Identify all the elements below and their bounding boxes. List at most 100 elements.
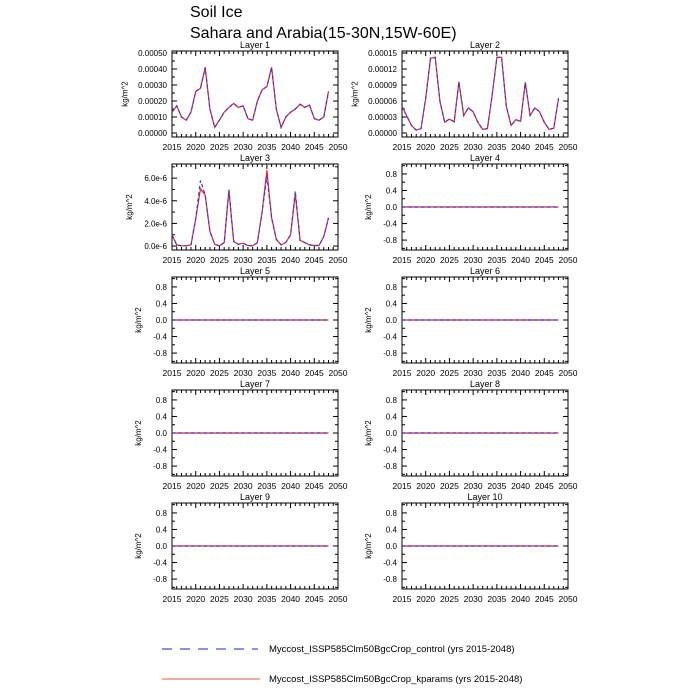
svg-text:2050: 2050 bbox=[329, 594, 348, 604]
svg-text:2025: 2025 bbox=[440, 594, 459, 604]
layer-7-chart: 2015 2020 2025 2030 2035 2040 2045 2050 -0.8 -0.4… bbox=[134, 379, 348, 491]
svg-text:2045: 2045 bbox=[535, 481, 554, 491]
svg-text:2045: 2045 bbox=[535, 594, 554, 604]
svg-text:2015: 2015 bbox=[163, 368, 182, 378]
svg-text:-0.4: -0.4 bbox=[383, 559, 397, 568]
svg-text:2030: 2030 bbox=[464, 255, 483, 265]
svg-text:2015: 2015 bbox=[163, 481, 182, 491]
svg-text:2035: 2035 bbox=[257, 142, 276, 152]
svg-text:2035: 2035 bbox=[487, 481, 506, 491]
svg-text:0.8: 0.8 bbox=[386, 283, 398, 292]
svg-text:2030: 2030 bbox=[234, 594, 253, 604]
svg-text:2035: 2035 bbox=[257, 255, 276, 265]
layer-3-series-control bbox=[171, 176, 330, 247]
svg-text:2035: 2035 bbox=[487, 594, 506, 604]
layer-8-chart: 2015 2020 2025 2030 2035 2040 2045 2050 -0.8 -0.4… bbox=[364, 379, 578, 491]
svg-text:0.0: 0.0 bbox=[386, 316, 398, 325]
svg-text:2050: 2050 bbox=[329, 142, 348, 152]
svg-text:0.8: 0.8 bbox=[386, 396, 398, 405]
svg-text:0.00050: 0.00050 bbox=[138, 49, 167, 58]
svg-text:2045: 2045 bbox=[305, 594, 324, 604]
svg-text:2020: 2020 bbox=[186, 142, 205, 152]
svg-text:kg/m^2: kg/m^2 bbox=[364, 194, 373, 220]
svg-text:0.00012: 0.00012 bbox=[368, 65, 397, 74]
svg-text:0.0: 0.0 bbox=[156, 429, 168, 438]
svg-text:2020: 2020 bbox=[186, 481, 205, 491]
svg-text:2045: 2045 bbox=[535, 368, 554, 378]
svg-text:2045: 2045 bbox=[535, 255, 554, 265]
svg-text:0.4: 0.4 bbox=[386, 525, 398, 534]
svg-text:2040: 2040 bbox=[281, 142, 300, 152]
svg-text:kg/m^2: kg/m^2 bbox=[364, 533, 373, 559]
svg-text:2.0e-6: 2.0e-6 bbox=[144, 219, 167, 228]
svg-text:2025: 2025 bbox=[210, 481, 229, 491]
svg-text:-0.8: -0.8 bbox=[153, 575, 167, 584]
svg-text:2045: 2045 bbox=[305, 142, 324, 152]
svg-text:Layer 3: Layer 3 bbox=[240, 153, 270, 163]
svg-text:-0.4: -0.4 bbox=[153, 446, 167, 455]
layer-6-chart: 2015 2020 2025 2030 2035 2040 2045 2050 -0.8 -0.4… bbox=[364, 266, 578, 378]
layer-3-chart: 2015 2020 2025 2030 2035 2040 2045 2050 0.0e-6 2.… bbox=[125, 153, 348, 265]
svg-text:kg/m^2: kg/m^2 bbox=[351, 81, 360, 107]
legend-solid-line-icon bbox=[162, 678, 260, 680]
svg-text:2015: 2015 bbox=[393, 594, 412, 604]
svg-text:0.00020: 0.00020 bbox=[138, 97, 167, 106]
svg-text:2035: 2035 bbox=[257, 594, 276, 604]
svg-text:0.8: 0.8 bbox=[386, 509, 398, 518]
svg-text:2020: 2020 bbox=[186, 255, 205, 265]
svg-text:2030: 2030 bbox=[464, 142, 483, 152]
svg-text:0.4: 0.4 bbox=[386, 186, 398, 195]
svg-text:2050: 2050 bbox=[559, 142, 578, 152]
svg-text:2020: 2020 bbox=[416, 142, 435, 152]
legend-item-control: Myccost_ISSP585Clm50BgcCrop_control (yrs… bbox=[160, 643, 515, 655]
svg-text:2035: 2035 bbox=[487, 368, 506, 378]
svg-text:0.00030: 0.00030 bbox=[138, 81, 167, 90]
page-title: Soil Ice Sahara and Arabia(15-30N,15W-60… bbox=[190, 2, 457, 44]
svg-text:2030: 2030 bbox=[464, 481, 483, 491]
svg-text:0.0: 0.0 bbox=[386, 429, 398, 438]
svg-text:-0.8: -0.8 bbox=[153, 349, 167, 358]
svg-text:2035: 2035 bbox=[487, 142, 506, 152]
svg-text:2030: 2030 bbox=[234, 255, 253, 265]
svg-text:2050: 2050 bbox=[559, 255, 578, 265]
svg-text:2015: 2015 bbox=[163, 142, 182, 152]
svg-text:2045: 2045 bbox=[305, 368, 324, 378]
svg-text:2015: 2015 bbox=[393, 481, 412, 491]
svg-text:kg/m^2: kg/m^2 bbox=[121, 81, 130, 107]
layer-1-series-kparams bbox=[171, 67, 330, 130]
svg-text:0.8: 0.8 bbox=[156, 283, 168, 292]
svg-text:0.00003: 0.00003 bbox=[368, 113, 397, 122]
svg-text:2020: 2020 bbox=[416, 594, 435, 604]
svg-text:2020: 2020 bbox=[416, 368, 435, 378]
svg-text:-0.4: -0.4 bbox=[383, 333, 397, 342]
svg-text:0.00000: 0.00000 bbox=[138, 129, 167, 138]
svg-text:2025: 2025 bbox=[440, 481, 459, 491]
title-line1: Soil Ice bbox=[190, 4, 243, 21]
svg-text:2045: 2045 bbox=[535, 142, 554, 152]
svg-text:kg/m^2: kg/m^2 bbox=[125, 194, 134, 220]
svg-text:Layer 10: Layer 10 bbox=[467, 492, 502, 502]
svg-text:2040: 2040 bbox=[511, 368, 530, 378]
svg-text:2040: 2040 bbox=[511, 142, 530, 152]
svg-text:2050: 2050 bbox=[559, 368, 578, 378]
layer-1-chart: 2015 2020 2025 2030 2035 2040 2045 2050 0.00000 0… bbox=[121, 40, 348, 152]
layer-2-chart: 2015 2020 2025 2030 2035 2040 2045 2050 0.00000 0… bbox=[351, 40, 578, 152]
svg-text:0.00015: 0.00015 bbox=[368, 49, 397, 58]
svg-text:2030: 2030 bbox=[234, 368, 253, 378]
svg-text:2015: 2015 bbox=[393, 368, 412, 378]
svg-text:-0.8: -0.8 bbox=[383, 575, 397, 584]
svg-text:2040: 2040 bbox=[511, 255, 530, 265]
layer-2-series-control bbox=[401, 56, 560, 131]
svg-text:2040: 2040 bbox=[281, 255, 300, 265]
svg-text:2020: 2020 bbox=[416, 481, 435, 491]
svg-text:0.4: 0.4 bbox=[386, 412, 398, 421]
svg-text:Layer 6: Layer 6 bbox=[470, 266, 500, 276]
svg-text:2045: 2045 bbox=[305, 255, 324, 265]
svg-text:2040: 2040 bbox=[511, 594, 530, 604]
svg-text:-0.8: -0.8 bbox=[383, 462, 397, 471]
svg-text:-0.4: -0.4 bbox=[383, 446, 397, 455]
svg-text:4.0e-6: 4.0e-6 bbox=[144, 197, 167, 206]
svg-text:-0.8: -0.8 bbox=[383, 236, 397, 245]
svg-text:-0.8: -0.8 bbox=[383, 349, 397, 358]
svg-text:-0.4: -0.4 bbox=[153, 333, 167, 342]
